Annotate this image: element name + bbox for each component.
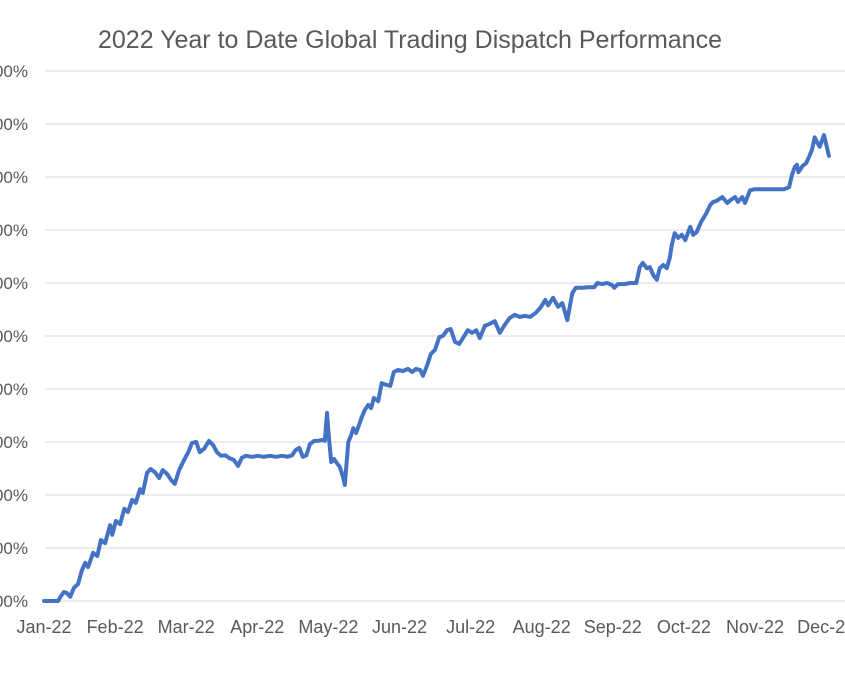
x-tick-label: Jun-22 [371, 617, 428, 637]
y-tick-label: 00% [0, 115, 28, 134]
y-tick-label: 00% [0, 380, 28, 399]
y-tick-label: 00% [0, 168, 28, 187]
x-tick-label: Aug-22 [512, 617, 571, 637]
x-tick-label: Jul-22 [446, 617, 496, 637]
y-tick-label: 00% [0, 592, 28, 611]
x-tick-label: Jan-22 [16, 617, 72, 637]
x-tick-label: Nov-22 [725, 617, 785, 637]
y-tick-label: 00% [0, 327, 28, 346]
y-tick-label: 00% [0, 486, 28, 505]
x-tick-label: Apr-22 [230, 617, 285, 637]
x-tick-label: Mar-22 [157, 617, 215, 637]
x-tick-label: Sep-22 [583, 617, 642, 637]
x-tick-label: Oct-22 [656, 617, 711, 637]
y-tick-label: 00% [0, 221, 28, 240]
y-tick-label: 00% [0, 433, 28, 452]
x-tick-label: Dec-22 [797, 617, 845, 637]
x-tick-label: May-22 [298, 617, 359, 637]
performance-line [42, 133, 831, 603]
x-tick-label: Feb-22 [86, 617, 144, 637]
y-tick-label: 00% [0, 539, 28, 558]
y-tick-label: 00% [0, 274, 28, 293]
y-tick-label: 00% [0, 62, 28, 81]
chart-title: 2022 Year to Date Global Trading Dispatc… [98, 26, 722, 54]
